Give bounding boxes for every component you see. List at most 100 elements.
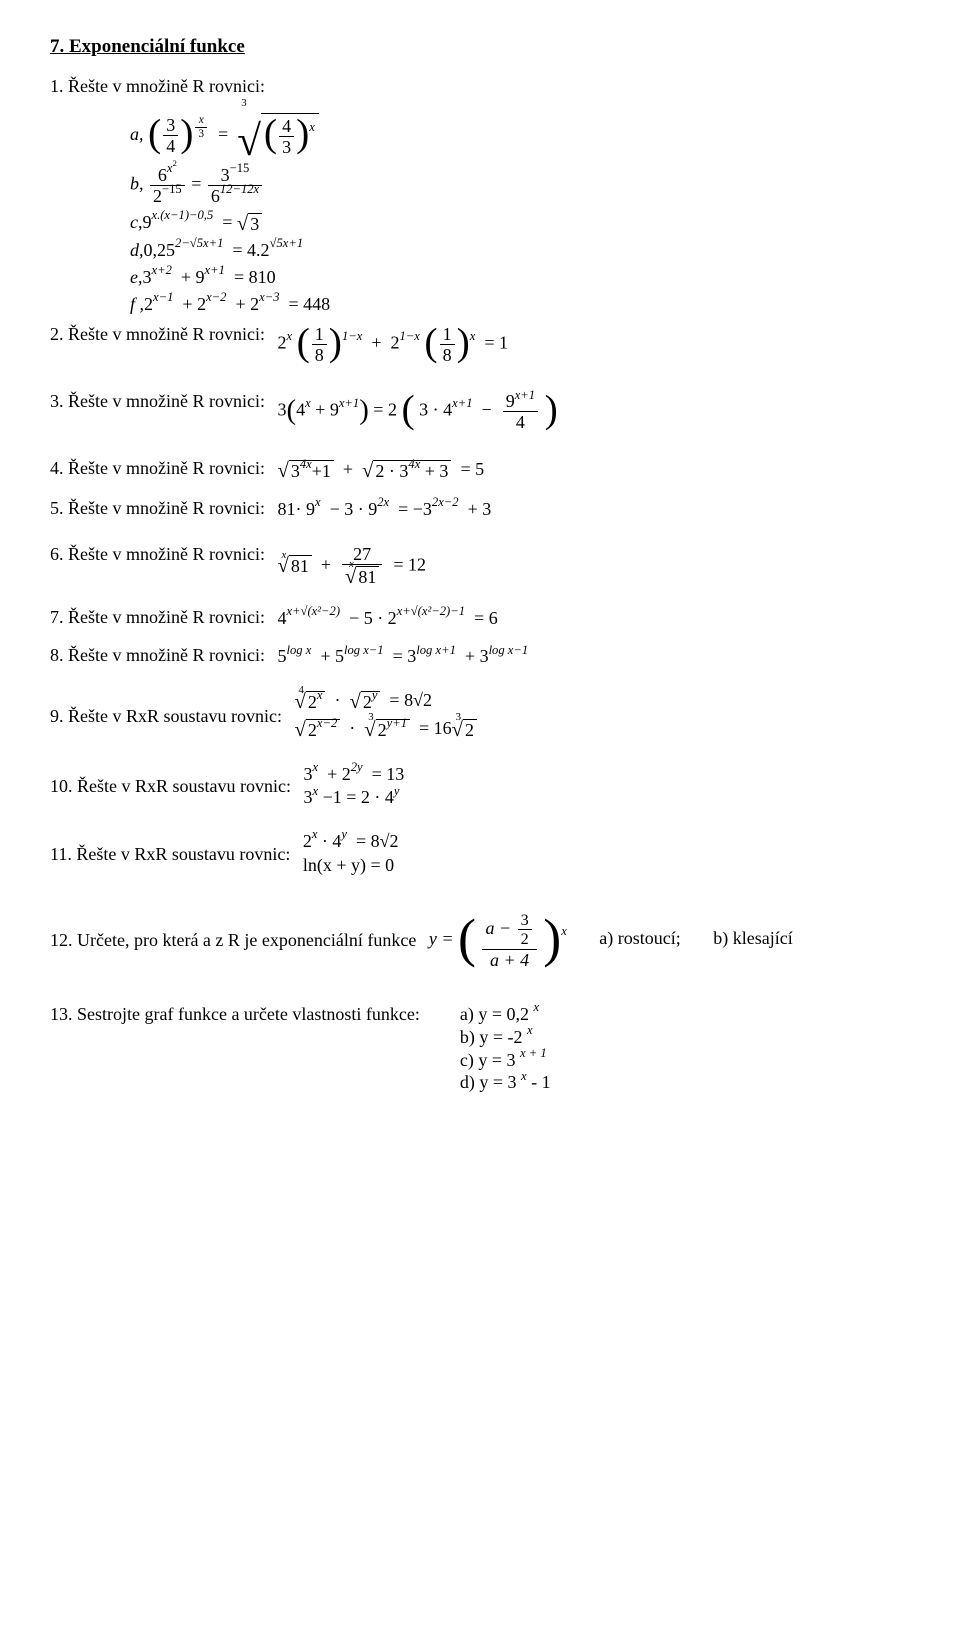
problem-3-prompt: 3. Řešte v množině R rovnici:: [50, 391, 265, 412]
eq4-rhs: 5: [475, 459, 484, 479]
eq5-a2e: 2x: [377, 495, 389, 509]
eq-1a-letter: a,: [130, 124, 144, 144]
problem-8-prompt: 8. Řešte v množině R rovnici:: [50, 645, 265, 666]
eq-1a: a, (34)x3 = 3√(43)x: [130, 113, 920, 159]
eq3-r1: 2: [388, 400, 397, 420]
eq3-r2: 3 · 4: [419, 400, 452, 420]
eq8-e2: log x−1: [344, 643, 384, 657]
eq11-l2: ln(x + y) = 0: [303, 856, 399, 876]
p13-fdt: - 1: [527, 1072, 551, 1092]
eq10-l2b: −1 = 2 · 4: [323, 787, 394, 807]
eq2-pe2: x: [470, 329, 476, 343]
eq12-numfd: 2: [518, 929, 532, 948]
problem-2: 2. Řešte v množině R rovnici: 2x (18)1−x…: [50, 324, 920, 365]
eq11-l1b: · 4: [322, 831, 342, 851]
problem-5: 5. Řešte v množině R rovnici: 81· 9x − 3…: [50, 498, 920, 520]
eq-1d: d,0,252−√5x+1 = 4.2√5x+1: [130, 240, 920, 261]
eq-1c-rhs: 3: [248, 213, 262, 235]
eq10-l1ae: x: [313, 760, 319, 774]
problem-13-functions: a) y = 0,2 x b) y = -2 x c) y = 3 x + 1 …: [460, 1004, 551, 1095]
eq4-r2: 2 · 3: [375, 461, 408, 481]
eq2-fd2: 8: [440, 344, 455, 365]
eq-1f: f ,2x−1 + 2x−2 + 2x−3 = 448: [130, 294, 920, 315]
eq-1d-lexp: 2−√5x+1: [175, 236, 223, 250]
problem-9: 9. Řešte v RxR soustavu rovnic: 4√2x · √…: [50, 691, 920, 741]
eq5-rc: + 3: [468, 499, 492, 519]
eq2-t2e: 1−x: [399, 329, 419, 343]
eq-1a-den: 4: [163, 135, 178, 156]
p13-fb: b) y = -2: [460, 1027, 523, 1047]
eq3-l1pb: 4: [296, 400, 305, 420]
eq-1e-t2e: x+1: [205, 263, 225, 277]
problem-13-prompt: 13. Sestrojte graf funkce a určete vlast…: [50, 1004, 420, 1025]
problem-10-prompt: 10. Řešte v RxR soustavu rovnic:: [50, 776, 291, 797]
problem-1: 1. Řešte v množině R rovnici:: [50, 76, 920, 97]
p13-fc: c) y = 3: [460, 1050, 516, 1070]
eq10-l1rhs: 13: [386, 764, 404, 784]
problem-12-opt-b: b) klesající: [713, 928, 792, 949]
problem-7-prompt: 7. Řešte v množině R rovnici:: [50, 607, 265, 628]
eq-1b-rdene: 12−12x: [220, 182, 259, 196]
eq-1f-rhs: 448: [303, 294, 330, 314]
eq9-l1r2e: y: [372, 688, 378, 702]
eq-1e-t1b: 3: [143, 267, 152, 287]
eq-1e-rhs: 810: [249, 267, 276, 287]
eq6-r1: 81: [289, 555, 312, 577]
eq9-l2r2: 2: [378, 720, 387, 740]
eq8-b2: 5: [335, 646, 344, 666]
problem-11: 11. Řešte v RxR soustavu rovnic: 2x · 4y…: [50, 832, 920, 876]
eq-1a-expn: x: [195, 114, 207, 127]
problem-11-prompt: 11. Řešte v RxR soustavu rovnic:: [50, 844, 290, 865]
eq-1a-num: 3: [163, 115, 178, 135]
eq12-numfn: 3: [518, 911, 532, 929]
eq10-l2ae: x: [313, 784, 319, 798]
eq6-frd: 81: [356, 566, 379, 588]
eq5-rb: −3: [413, 499, 432, 519]
eq2-pe1: 1−x: [342, 329, 362, 343]
eq-1c-exp: x.(x−1)−0,5: [152, 208, 214, 222]
eq11-l1ae: x: [312, 827, 318, 841]
eq-1e: e,3x+2 + 9x+1 = 810: [130, 267, 920, 288]
eq3-frd: 4: [503, 411, 538, 432]
eq-1a-rn: 4: [279, 116, 294, 136]
eq-1d-lbase: 0,25: [144, 240, 176, 260]
eq12-den: a + 4: [490, 950, 529, 970]
section-title: 7. Exponenciální funkce: [50, 36, 920, 58]
eq12-numa: a −: [485, 918, 511, 938]
eq7-m: 5 · 2: [364, 608, 397, 628]
eq8-e4: log x−1: [489, 643, 529, 657]
eq-1c-letter: c,: [130, 212, 143, 232]
eq10-l2a: 3: [304, 787, 313, 807]
eq-1f-e3: x−3: [259, 290, 279, 304]
eq9-l1rhs: 8√2: [404, 690, 432, 710]
problem-9-prompt: 9. Řešte v RxR soustavu rovnic:: [50, 706, 282, 727]
eq-1a-expd: 3: [195, 127, 207, 141]
eq9-l2rhsr: 2: [463, 719, 477, 741]
eq-1c: c,9x.(x−1)−0,5 = √3: [130, 212, 920, 235]
p13-fa: a) y = 0,2: [460, 1004, 529, 1024]
eq11-l1be: y: [341, 827, 347, 841]
eq9-l2r1: 2: [308, 720, 317, 740]
eq8-e1: log x: [286, 643, 311, 657]
eq2-rhs: 1: [499, 333, 508, 353]
eq4-r1c: +1: [312, 461, 331, 481]
eq7-e1: x+√(x²−2): [286, 604, 340, 618]
eq5-a1: 81· 9: [277, 499, 315, 519]
eq2-fn1: 1: [312, 324, 327, 344]
eq8-b3: 3: [407, 646, 416, 666]
problem-12: 12. Určete, pro která a z R je exponenci…: [50, 910, 920, 970]
eq4-r2c: + 3: [425, 461, 449, 481]
eq10-l2be: y: [394, 784, 400, 798]
problem-7: 7. Řešte v množině R rovnici: 4x+√(x²−2)…: [50, 607, 920, 629]
eq3-r2e: x+1: [452, 396, 472, 410]
eq12-exp: x: [561, 924, 567, 938]
eq3-frnb: 9: [506, 391, 515, 411]
eq8-e3: log x+1: [416, 643, 456, 657]
eq-1f-e2: x−2: [206, 290, 226, 304]
eq-1a-rd: 3: [279, 136, 294, 157]
eq6-rhs: 12: [408, 554, 426, 574]
problem-12-opt-a: a) rostoucí;: [599, 928, 680, 949]
eq10-l1b: 2: [342, 764, 351, 784]
eq-1f-b3: 2: [250, 294, 259, 314]
eq9-l1r1: 2: [308, 692, 317, 712]
